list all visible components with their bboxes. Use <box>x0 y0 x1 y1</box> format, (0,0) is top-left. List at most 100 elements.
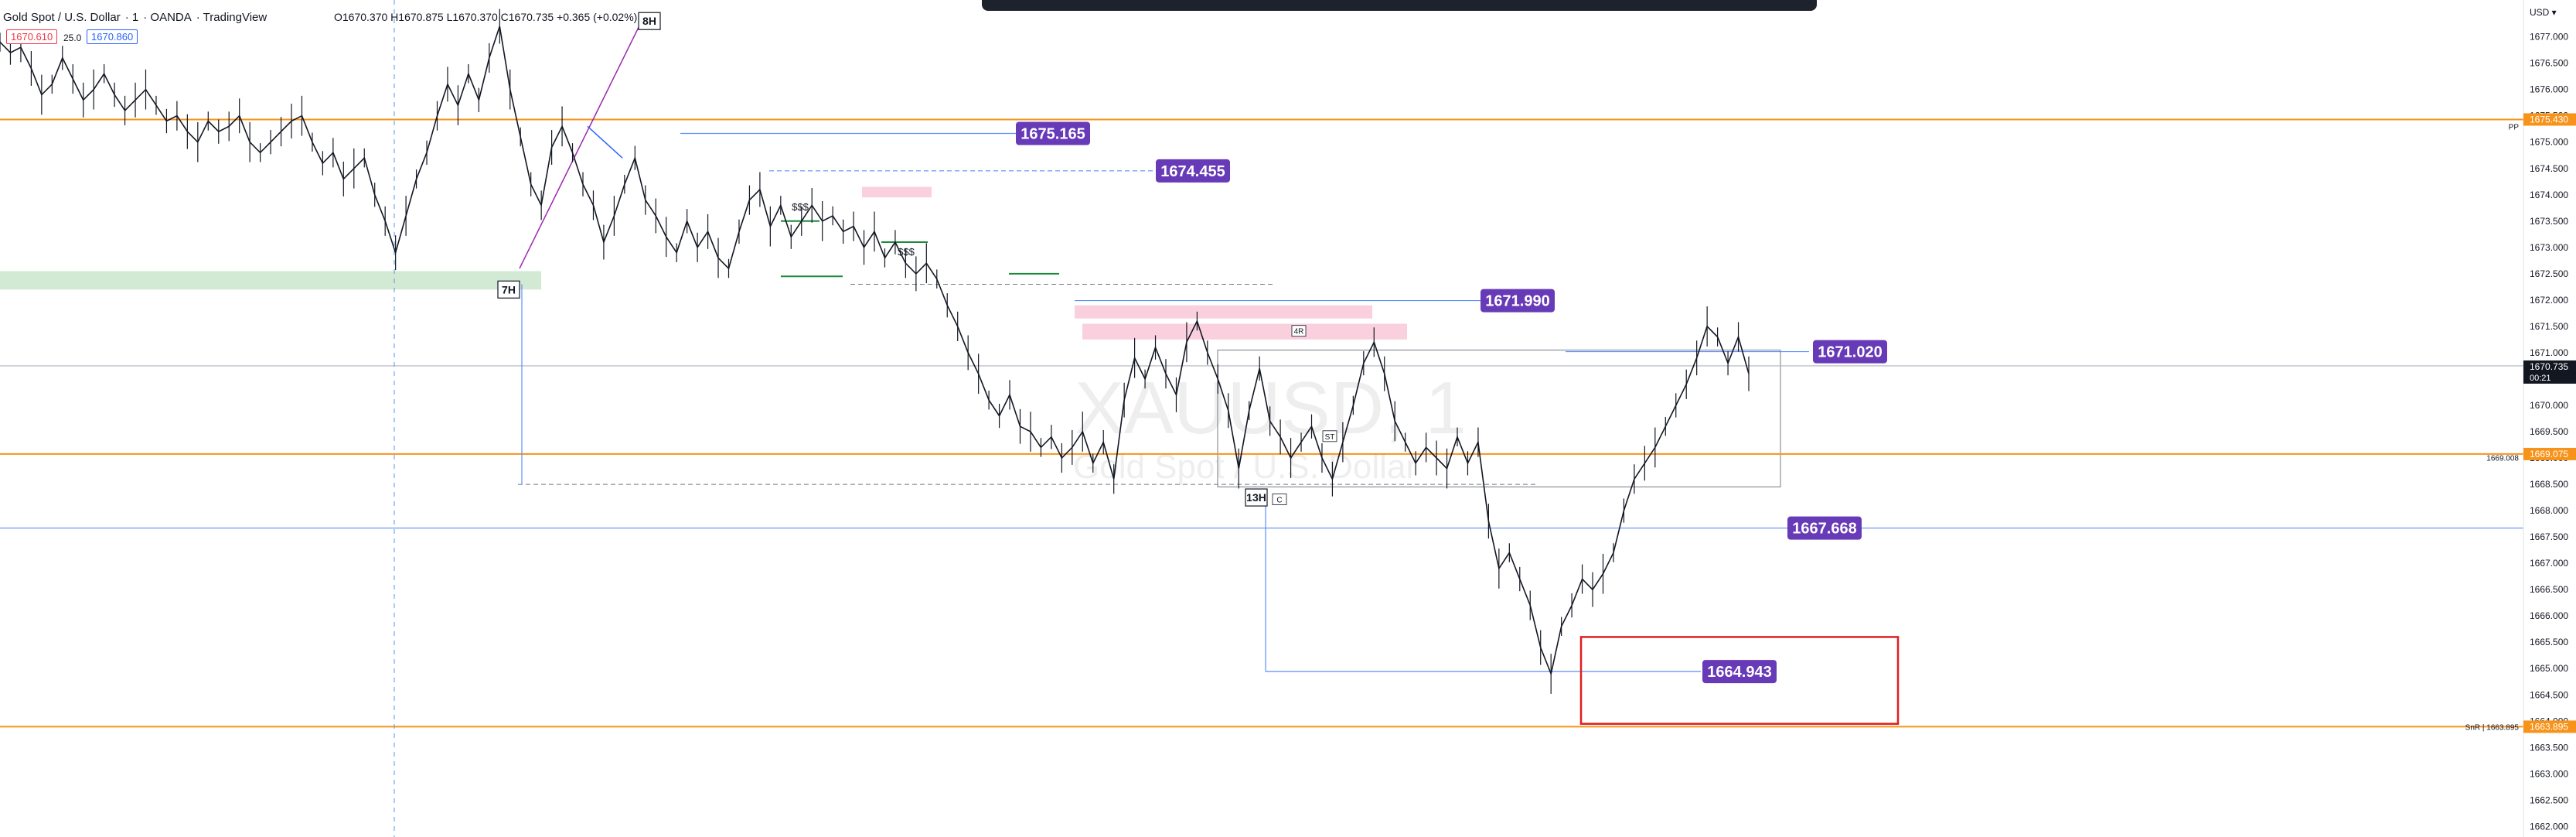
demand-zone <box>0 271 541 290</box>
supply-zone-3 <box>1082 323 1407 340</box>
axis-tag-box <box>2523 360 2576 384</box>
price-tick: 1665.000 <box>2530 663 2568 674</box>
price-tick: 1672.500 <box>2530 268 2568 279</box>
price-tick: 1662.500 <box>2530 794 2568 805</box>
zones-layer <box>0 186 1781 487</box>
price-tick: 1666.000 <box>2530 610 2568 621</box>
price-label-box <box>1787 516 1862 540</box>
target-box <box>1579 636 1900 725</box>
axis-side-label: PP <box>2509 123 2520 132</box>
axis-tag: 1663.895 <box>2523 720 2576 733</box>
watermark-name: Gold Spot / U.S. Dollar <box>1073 448 1417 486</box>
price-series <box>0 9 1750 694</box>
price-label-box <box>1481 289 1555 313</box>
watermark: XAUUSD, 1 Gold Spot / U.S. Dollar <box>1073 367 1467 486</box>
price-label-text: 1674.455 <box>1160 163 1225 180</box>
price-tick: 1668.500 <box>2530 479 2568 490</box>
price-label-text: 1667.668 <box>1792 521 1856 538</box>
axis-tag: 1669.075 <box>2523 447 2576 460</box>
price-tick: 1673.000 <box>2530 242 2568 253</box>
price-tick: 1668.000 <box>2530 505 2568 516</box>
small-tag-label: 4R <box>1294 328 1304 337</box>
price-tick: 1667.500 <box>2530 531 2568 542</box>
price-tick: 1676.500 <box>2530 58 2568 69</box>
time-marker-box <box>1245 488 1268 507</box>
supply-zone-2 <box>1075 305 1372 319</box>
price-label-1674455: 1674.455 <box>1156 159 1230 183</box>
axis-tag-countdown: 00:21 <box>2530 374 2551 383</box>
price-tick: 1674.000 <box>2530 190 2568 200</box>
price-labels-layer: 1675.165 1674.455 1671.990 1671.020 1667.668… <box>1016 121 1887 684</box>
marks-layer: 8H 7H 13H $$$ $$$ 4R ST C <box>497 12 1337 507</box>
price-tick: 1674.500 <box>2530 163 2568 174</box>
price-label-1675165: 1675.165 <box>1016 121 1090 145</box>
price-label-box <box>1016 121 1090 145</box>
price-tick: 1671.500 <box>2530 321 2568 332</box>
price-tick: 1662.000 <box>2530 821 2568 832</box>
price-tick: 1670.000 <box>2530 400 2568 411</box>
time-marker-13H: 13H <box>1245 488 1268 507</box>
range-box <box>1217 350 1781 487</box>
sell-price-button[interactable]: 1670.610 <box>6 29 58 44</box>
price-label-box <box>1813 340 1887 364</box>
interval[interactable]: 1 <box>131 11 139 24</box>
impulse-line <box>519 20 642 269</box>
spread-value: 25.0 <box>63 32 82 43</box>
supply-zone-1 <box>862 186 932 198</box>
symbol-header: Gold Spot / U.S. Dollar · 1 · OANDA · Tradi… <box>3 11 267 24</box>
price-axis: 1677.0001676.5001676.0001675.5001675.000… <box>2465 0 2576 837</box>
small-tag: ST <box>1322 430 1337 442</box>
axis-tag: 1675.430 <box>2523 113 2576 126</box>
price-tick: 1671.000 <box>2530 347 2568 358</box>
small-tag: 4R <box>1291 325 1307 337</box>
price-tick: 1664.500 <box>2530 689 2568 700</box>
ohlc-readout: O1670.370 H1670.875 L1670.370 C1670.735 … <box>334 11 638 23</box>
price-axis-bg <box>2523 0 2576 837</box>
axis-side-label: 1669.008 <box>2486 454 2519 463</box>
price-tick: 1677.000 <box>2530 32 2568 43</box>
price-tick: 1676.000 <box>2530 84 2568 95</box>
price-label-box <box>1702 660 1777 684</box>
price-label-text: 1671.020 <box>1818 344 1882 361</box>
time-marker-label: 7H <box>502 283 516 296</box>
price-tick: 1669.500 <box>2530 426 2568 437</box>
small-tag-box <box>1272 494 1287 505</box>
price-label-1671990: 1671.990 <box>1481 289 1555 313</box>
time-marker-label: 13H <box>1246 491 1266 504</box>
small-tag-box <box>1322 430 1337 442</box>
platform: TradingView <box>203 11 267 24</box>
price-label-1667668: 1667.668 <box>1787 516 1862 540</box>
small-tag: C <box>1272 494 1287 505</box>
price-tick: 1667.000 <box>2530 558 2568 569</box>
small-tag-label: C <box>1276 496 1282 504</box>
drawings-layer <box>518 20 1900 725</box>
small-tag-label: ST <box>1325 433 1335 442</box>
price-tick: 1675.000 <box>2530 137 2568 148</box>
price-label-1664943: 1664.943 <box>1702 660 1777 684</box>
price-tick: 1663.500 <box>2530 742 2568 753</box>
time-marker-label: 8H <box>642 15 656 27</box>
price-label-box <box>1156 159 1230 183</box>
axis-tag: 1670.735 00:21 <box>2523 360 2576 384</box>
symbol-name: Gold Spot / U.S. Dollar <box>3 11 121 24</box>
axis-tag-text: 1669.075 <box>2530 449 2568 459</box>
time-marker-7H: 7H <box>497 280 520 299</box>
price-tick: 1665.500 <box>2530 637 2568 647</box>
liquidity-mark: $$$ <box>792 201 809 213</box>
axis-tag-text: 1675.430 <box>2530 114 2568 125</box>
horizontal-lines-layer <box>0 0 2523 837</box>
liquidity-mark: $$$ <box>898 246 915 258</box>
price-tick: 1673.500 <box>2530 216 2568 227</box>
buy-price-button[interactable]: 1670.860 <box>87 29 138 44</box>
axis-tag-box <box>2523 447 2576 460</box>
axis-tag-text: 1663.895 <box>2530 721 2568 732</box>
price-label-1671020: 1671.020 <box>1813 340 1887 364</box>
time-marker-box <box>638 12 661 30</box>
price-label-text: 1664.943 <box>1707 664 1771 681</box>
axis-side-label: SnR | 1663.895 <box>2465 723 2520 732</box>
correction-line <box>587 125 623 159</box>
price-label-text: 1675.165 <box>1021 126 1085 143</box>
drawing-toolbar[interactable] <box>982 0 1817 11</box>
price-tick: 1663.000 <box>2530 768 2568 779</box>
